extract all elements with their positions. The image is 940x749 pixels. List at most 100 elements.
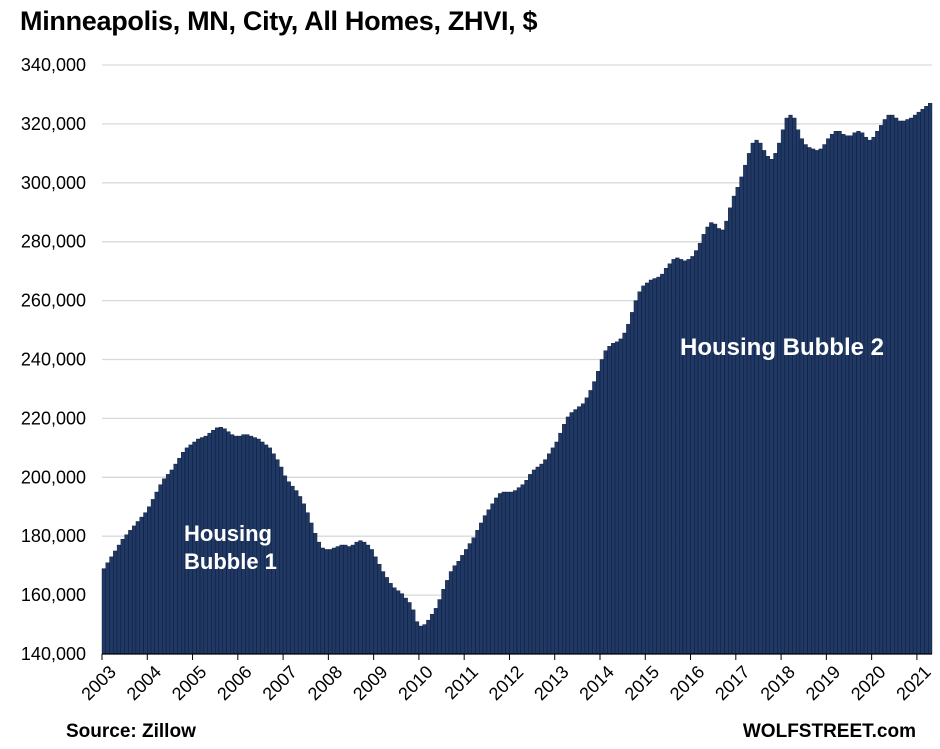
bar: [788, 114, 793, 655]
bar: [773, 153, 778, 655]
bar: [441, 589, 446, 655]
bar: [607, 346, 612, 655]
bar: [407, 602, 412, 655]
bar: [331, 547, 337, 655]
bar: [347, 546, 352, 655]
bar: [637, 291, 642, 655]
bar: [584, 397, 589, 655]
bar: [852, 132, 857, 655]
y-tick-label: 220,000: [21, 408, 86, 428]
bar: [663, 268, 669, 655]
bar: [720, 229, 725, 655]
x-tick-labels: 2003 2004 2005 2006 2007 2008 2009 2010 2011 2012…: [77, 662, 940, 704]
bar: [716, 228, 721, 655]
bar: [750, 142, 755, 655]
bar: [528, 474, 533, 655]
bar: [679, 259, 684, 655]
bar: [467, 543, 472, 655]
bar: [150, 499, 156, 655]
bar: [652, 278, 657, 655]
bar: [301, 503, 306, 655]
bar: [641, 285, 646, 655]
x-tick-label: 2018: [757, 662, 799, 704]
bar: [392, 587, 397, 655]
bar: [845, 135, 850, 655]
bar: [565, 416, 571, 655]
bar: [814, 150, 820, 655]
bar: [577, 406, 582, 655]
bar: [377, 563, 382, 655]
bar: [490, 503, 495, 655]
bar: [471, 537, 476, 655]
bar: [901, 120, 906, 655]
y-tick-label: 260,000: [21, 291, 86, 311]
bar: [143, 512, 148, 655]
bar: [599, 359, 604, 655]
bar: [365, 544, 371, 655]
bar: [362, 541, 367, 655]
annotation-housing-bubble-2: Housing Bubble 2: [680, 334, 884, 361]
bar: [701, 234, 706, 655]
bar: [101, 568, 106, 655]
bar: [667, 263, 672, 655]
bar: [694, 250, 699, 655]
bar: [558, 432, 563, 655]
bar: [422, 624, 427, 655]
bar: [603, 350, 608, 655]
source-label: Source: Zillow: [66, 721, 196, 742]
x-tick-label: 2012: [485, 662, 527, 704]
bar: [743, 164, 748, 655]
bar: [833, 131, 838, 655]
bar: [807, 147, 812, 655]
x-tick-label: 2003: [77, 662, 119, 704]
bar: [928, 103, 933, 655]
y-tick-label: 320,000: [21, 114, 86, 134]
bar: [546, 453, 552, 655]
bar: [924, 106, 929, 655]
bar: [795, 129, 801, 655]
bar: [746, 153, 752, 655]
bar: [550, 447, 555, 655]
bar: [313, 533, 318, 655]
bar: [826, 138, 831, 655]
bar: [339, 544, 344, 655]
bar: [920, 108, 925, 655]
bar: [165, 474, 171, 655]
bar: [867, 139, 872, 655]
bar: [162, 478, 167, 655]
bar: [501, 491, 506, 655]
annotation-1-line-2: Bubble 1: [184, 549, 277, 574]
bar: [124, 534, 129, 655]
bar: [539, 463, 544, 655]
x-tick-label: 2006: [213, 662, 255, 704]
bar: [894, 117, 899, 655]
bar: [905, 119, 910, 655]
bar: [396, 590, 401, 655]
bar: [569, 412, 574, 655]
bar: [611, 343, 616, 655]
bar: [516, 487, 521, 655]
bar: [645, 282, 650, 655]
bar: [524, 480, 529, 655]
bar: [380, 571, 386, 655]
bar: [686, 259, 691, 655]
bar: [475, 530, 480, 655]
bar: [618, 338, 623, 655]
bar: [784, 117, 789, 655]
bar: [384, 577, 389, 655]
bar: [479, 522, 484, 655]
bar: [709, 222, 714, 655]
bar: [705, 226, 710, 655]
bar: [890, 114, 895, 655]
bar: [588, 390, 593, 655]
bar: [792, 117, 797, 655]
bar: [897, 120, 903, 655]
y-tick-label: 340,000: [21, 55, 86, 75]
bar: [909, 117, 914, 655]
bar: [309, 522, 314, 655]
bar: [739, 176, 744, 655]
bar: [411, 609, 416, 655]
bar: [403, 597, 408, 655]
x-tick-label: 2017: [711, 662, 753, 704]
